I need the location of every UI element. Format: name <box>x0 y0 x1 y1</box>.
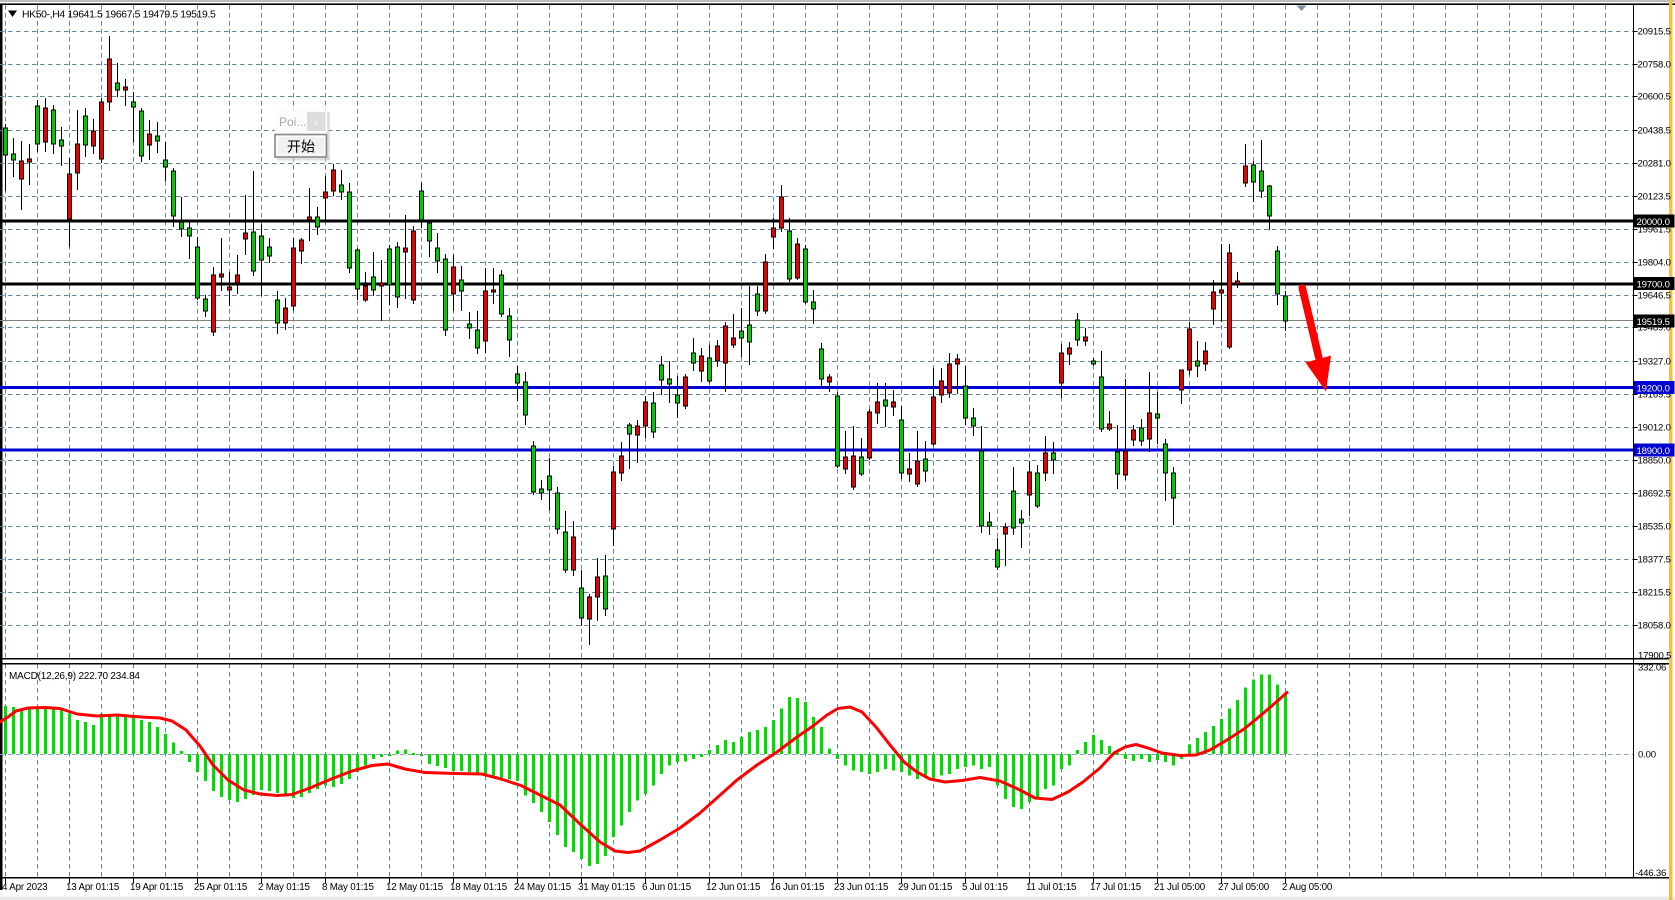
svg-text:19 Apr 01:15: 19 Apr 01:15 <box>130 882 184 893</box>
svg-text:16 Jun 01:15: 16 Jun 01:15 <box>770 882 825 893</box>
svg-text:31 May 01:15: 31 May 01:15 <box>578 882 636 893</box>
svg-text:19804.0: 19804.0 <box>1638 258 1671 269</box>
svg-text:11 Jul 01:15: 11 Jul 01:15 <box>1026 882 1077 893</box>
svg-text:19646.5: 19646.5 <box>1638 291 1671 302</box>
svg-text:17 Jul 01:15: 17 Jul 01:15 <box>1090 882 1142 893</box>
svg-text:19700.0: 19700.0 <box>1637 280 1670 291</box>
svg-text:19961.5: 19961.5 <box>1638 225 1671 236</box>
svg-text:27 Jul 05:00: 27 Jul 05:00 <box>1218 882 1270 893</box>
svg-text:20123.5: 20123.5 <box>1638 192 1671 203</box>
svg-text:HK50-,H4 19641.5 19667.5 1947: HK50-,H4 19641.5 19667.5 19479.5 19519.5 <box>22 10 216 21</box>
svg-text:4 Apr 2023: 4 Apr 2023 <box>2 882 48 893</box>
svg-text:20758.0: 20758.0 <box>1638 60 1671 71</box>
svg-text:21 Jul 05:00: 21 Jul 05:00 <box>1154 882 1206 893</box>
svg-text:18692.5: 18692.5 <box>1638 489 1671 500</box>
svg-text:19327.0: 19327.0 <box>1638 357 1671 368</box>
svg-text:19012.0: 19012.0 <box>1638 423 1671 434</box>
svg-text:23 Jun 01:15: 23 Jun 01:15 <box>834 882 889 893</box>
svg-text:18377.5: 18377.5 <box>1638 555 1671 566</box>
svg-text:12 May 01:15: 12 May 01:15 <box>386 882 444 893</box>
svg-text:19200.0: 19200.0 <box>1637 384 1670 395</box>
svg-text:-446.36: -446.36 <box>1635 868 1666 879</box>
svg-text:332.06: 332.06 <box>1638 663 1666 674</box>
svg-text:MACD(12,26,9) 222.70 234.84: MACD(12,26,9) 222.70 234.84 <box>9 671 140 682</box>
svg-text:19489.0: 19489.0 <box>1638 323 1671 334</box>
svg-text:6 Jun 01:15: 6 Jun 01:15 <box>642 882 692 893</box>
svg-text:18215.5: 18215.5 <box>1638 588 1671 599</box>
svg-text:20915.5: 20915.5 <box>1638 27 1671 38</box>
svg-text:19519.5: 19519.5 <box>1637 317 1670 328</box>
svg-text:18850.0: 18850.0 <box>1638 456 1671 467</box>
svg-text:x: x <box>313 117 319 129</box>
svg-text:20600.5: 20600.5 <box>1638 92 1671 103</box>
svg-text:13 Apr 01:15: 13 Apr 01:15 <box>66 882 120 893</box>
svg-text:19169.5: 19169.5 <box>1638 390 1671 401</box>
svg-text:5 Jul 01:15: 5 Jul 01:15 <box>962 882 1008 893</box>
svg-text:开始: 开始 <box>287 139 315 155</box>
svg-text:29 Jun 01:15: 29 Jun 01:15 <box>898 882 953 893</box>
svg-text:0.00: 0.00 <box>1638 750 1656 761</box>
svg-text:18058.0: 18058.0 <box>1638 621 1671 632</box>
svg-text:18 May 01:15: 18 May 01:15 <box>450 882 508 893</box>
svg-text:Poi...: Poi... <box>279 115 306 129</box>
svg-text:25 Apr 01:15: 25 Apr 01:15 <box>194 882 248 893</box>
svg-text:12 Jun 01:15: 12 Jun 01:15 <box>706 882 761 893</box>
svg-text:18535.0: 18535.0 <box>1638 522 1671 533</box>
svg-text:8 May 01:15: 8 May 01:15 <box>322 882 374 893</box>
svg-text:20281.0: 20281.0 <box>1638 159 1671 170</box>
svg-text:20000.0: 20000.0 <box>1637 217 1670 228</box>
svg-text:2 Aug 05:00: 2 Aug 05:00 <box>1282 882 1333 893</box>
svg-text:24 May 01:15: 24 May 01:15 <box>514 882 572 893</box>
svg-text:20438.5: 20438.5 <box>1638 126 1671 137</box>
svg-text:2 May 01:15: 2 May 01:15 <box>258 882 310 893</box>
svg-text:18900.0: 18900.0 <box>1637 446 1670 457</box>
svg-text:17900.5: 17900.5 <box>1638 651 1671 662</box>
